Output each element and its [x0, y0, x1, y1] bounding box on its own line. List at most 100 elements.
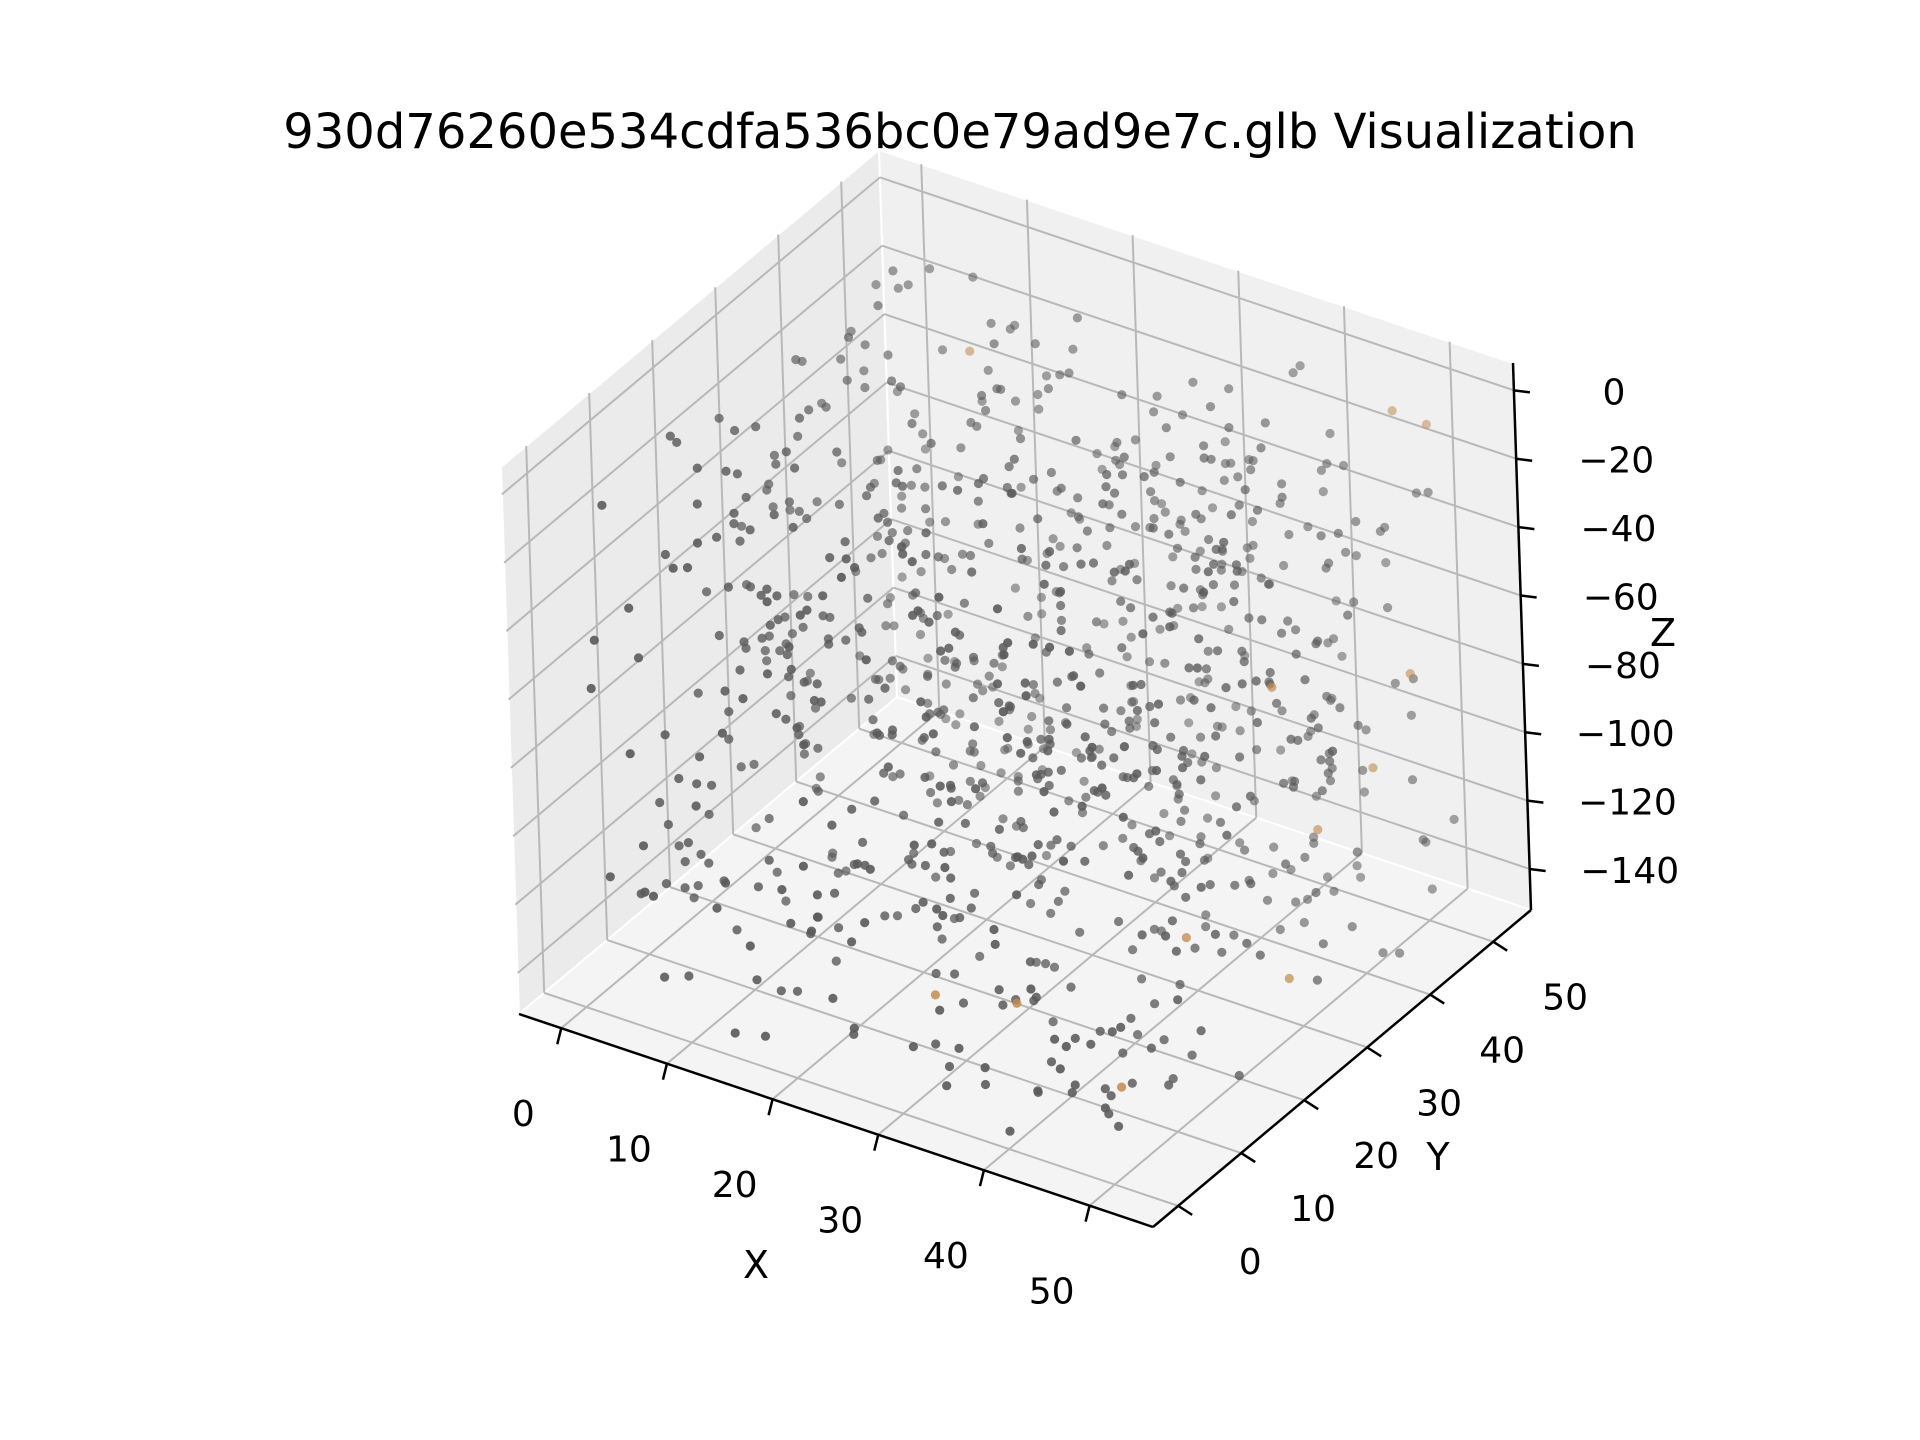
data-point: [1358, 765, 1368, 776]
data-point: [953, 472, 964, 482]
data-point: [926, 787, 936, 798]
data-point: [1268, 868, 1278, 879]
data-point: [693, 688, 703, 698]
data-point: [1016, 482, 1026, 492]
z-tick-label: −40: [1580, 509, 1656, 550]
data-point: [707, 780, 717, 790]
data-point: [1226, 458, 1236, 468]
data-point: [1117, 390, 1127, 400]
data-point: [597, 500, 607, 510]
data-point: [859, 366, 869, 376]
highlight-point: [930, 990, 941, 1000]
data-point: [1118, 812, 1128, 822]
data-point: [1122, 652, 1132, 662]
data-point: [887, 376, 897, 386]
data-point: [655, 797, 665, 808]
data-point: [1211, 763, 1221, 773]
data-point: [1127, 1078, 1137, 1088]
data-point: [923, 653, 933, 663]
data-point: [942, 1081, 952, 1091]
data-point: [812, 890, 823, 900]
z-tick-mark: [1524, 730, 1542, 736]
data-point: [1033, 514, 1043, 524]
data-point: [1197, 602, 1207, 612]
data-point: [1132, 705, 1142, 716]
data-point: [769, 510, 779, 520]
data-point: [1196, 832, 1206, 842]
data-point: [775, 646, 785, 656]
data-point: [1023, 611, 1033, 622]
data-point: [1076, 753, 1086, 763]
data-point: [1246, 465, 1256, 475]
data-point: [871, 280, 881, 290]
data-point: [1070, 1080, 1080, 1090]
data-point: [1013, 786, 1024, 796]
data-point: [1005, 324, 1015, 334]
data-point: [1211, 791, 1221, 801]
data-point: [714, 413, 724, 423]
data-point: [940, 862, 950, 873]
data-point: [1335, 703, 1345, 713]
data-point: [908, 1042, 919, 1052]
data-point: [772, 591, 782, 601]
data-point: [1166, 581, 1176, 591]
data-point: [945, 780, 956, 790]
data-point: [852, 859, 863, 869]
data-point: [915, 629, 926, 640]
data-point: [730, 1028, 740, 1038]
data-point: [1114, 1121, 1124, 1131]
data-point: [1130, 435, 1140, 445]
data-point: [724, 707, 734, 717]
data-point: [682, 563, 693, 573]
data-point: [1234, 500, 1244, 510]
data-point: [1195, 546, 1205, 556]
data-point: [965, 776, 975, 787]
data-point: [1098, 841, 1108, 851]
data-point: [1067, 1088, 1077, 1098]
data-point: [1097, 760, 1107, 770]
data-point: [980, 1063, 990, 1073]
data-point: [1262, 895, 1273, 905]
data-point: [1124, 559, 1135, 570]
data-point: [1325, 428, 1335, 439]
grid-line-x-wall: [1025, 199, 1046, 747]
data-point: [806, 926, 817, 936]
data-point: [850, 563, 860, 573]
data-point: [661, 879, 672, 889]
data-point: [1022, 737, 1032, 747]
data-point: [1316, 465, 1326, 475]
data-point: [966, 903, 976, 913]
x-tick-label: 10: [606, 1130, 652, 1171]
data-point: [1190, 943, 1200, 953]
data-point: [1229, 580, 1240, 590]
data-point: [946, 873, 956, 883]
data-point: [1283, 616, 1293, 626]
data-point: [1028, 639, 1038, 649]
data-point: [1150, 496, 1160, 506]
data-point: [1353, 720, 1363, 731]
data-point: [1076, 559, 1086, 569]
data-point: [1216, 602, 1226, 612]
data-point: [680, 883, 690, 893]
highlight-point: [1387, 406, 1397, 416]
data-point: [923, 698, 933, 709]
data-point: [745, 582, 756, 592]
data-point: [989, 339, 999, 349]
data-point: [955, 913, 965, 923]
data-point: [1165, 452, 1175, 462]
grid-line-x-wall: [920, 164, 941, 712]
data-point: [1157, 499, 1167, 509]
x-axis-line: [518, 1012, 1154, 1229]
z-tick-mark: [1513, 389, 1531, 394]
grid-line-y-wall: [588, 393, 609, 941]
data-point: [1177, 410, 1188, 420]
data-point: [1300, 852, 1310, 863]
data-point: [762, 584, 772, 594]
highlight-point: [1117, 1082, 1127, 1092]
data-point: [916, 567, 926, 577]
data-point: [586, 683, 596, 694]
data-point: [866, 553, 876, 563]
data-point: [880, 911, 890, 921]
data-point: [1021, 691, 1031, 701]
data-point: [986, 318, 996, 328]
